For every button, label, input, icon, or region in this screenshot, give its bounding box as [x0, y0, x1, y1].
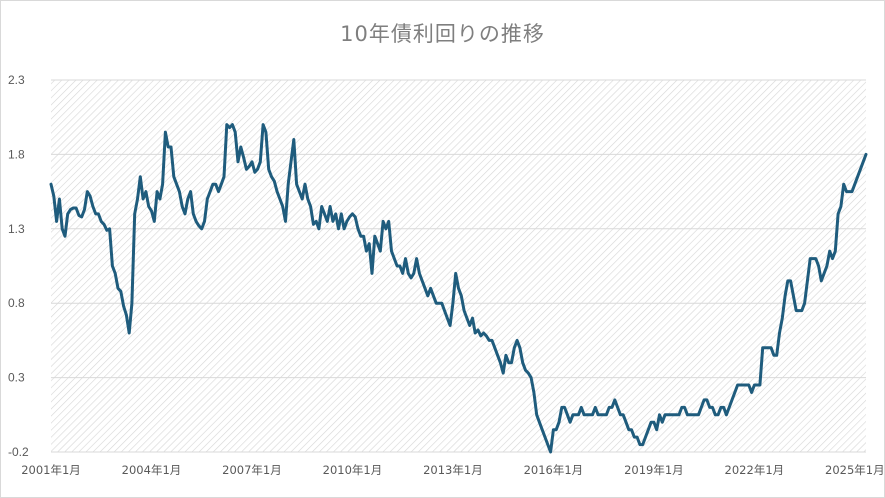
y-tick-label: 0.8 [8, 296, 25, 310]
y-tick-label: -0.2 [8, 445, 29, 459]
x-tick-label: 2001年1月 [21, 463, 81, 477]
y-tick-label: 2.3 [8, 73, 25, 87]
x-axis-ticks: 2001年1月 2004年1月 2007年1月 2010年1月 2013年1月 2016年… [21, 463, 884, 477]
y-tick-label: 1.8 [8, 147, 25, 161]
y-tick-label: 0.3 [8, 371, 25, 385]
chart-title: 10年債利回りの推移 [340, 22, 545, 46]
x-tick-label: 2013年1月 [423, 463, 483, 477]
x-tick-label: 2022年1月 [725, 463, 785, 477]
x-tick-label: 2016年1月 [524, 463, 584, 477]
x-tick-label: 2025年1月 [825, 463, 885, 477]
x-tick-label: 2010年1月 [323, 463, 383, 477]
y-axis-ticks: 2.3 1.8 1.3 0.8 0.3 -0.2 [8, 73, 29, 459]
x-tick-label: 2019年1月 [624, 463, 684, 477]
x-tick-label: 2007年1月 [222, 463, 282, 477]
plot-area [51, 80, 866, 452]
x-tick-label: 2004年1月 [122, 463, 182, 477]
series-line [49, 123, 868, 454]
series-group [49, 123, 868, 454]
y-tick-label: 1.3 [8, 222, 25, 236]
grid-lines [51, 79, 866, 453]
